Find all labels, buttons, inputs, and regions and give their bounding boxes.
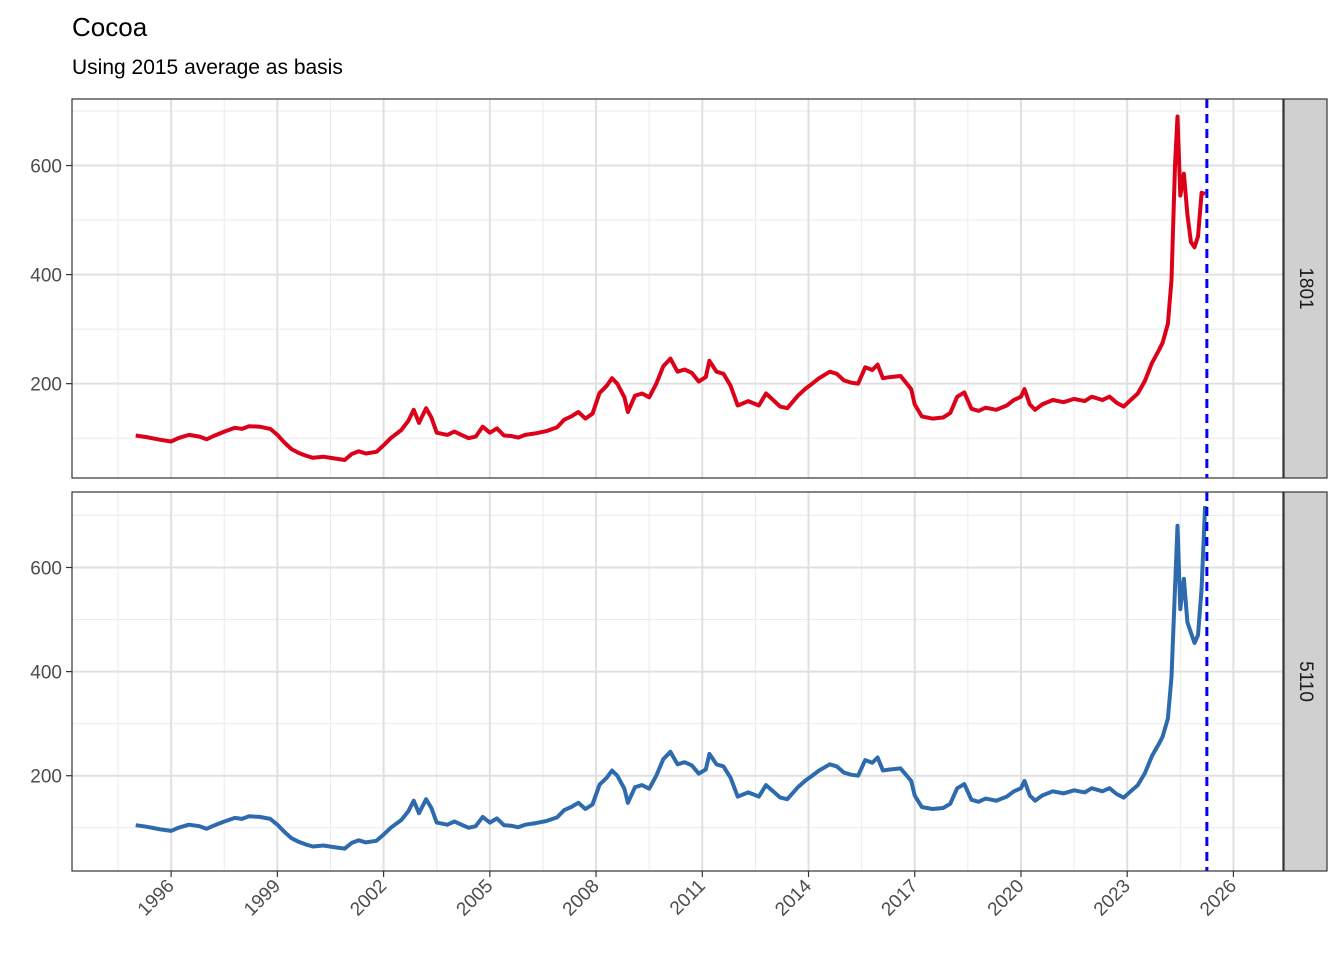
panel-border [71,98,1284,479]
x-tick-label: 2020 [984,876,1029,921]
y-tick-label: 200 [30,375,62,396]
x-axis: 1996 1999 2002 2005 2008 2011 2014 2017 2020 2023… [134,871,1241,920]
chart-title: Cocoa [72,12,148,42]
panel-bottom: 200 400 600 5110 [30,491,1328,872]
x-tick-label: 2005 [453,876,498,921]
panel-background [72,492,1283,871]
facet-strip [1283,491,1328,872]
panel-top: 200 400 600 1801 [30,98,1328,479]
chart-subtitle: Using 2015 average as basis [72,56,343,79]
y-tick-label: 200 [30,767,62,788]
facet-strip-label: 1801 [1295,267,1316,309]
facet-strip [1283,98,1328,479]
x-tick-label: 2002 [346,876,391,921]
panel-border [71,491,1284,872]
x-tick-label: 1996 [134,876,179,921]
x-tick-label: 2017 [878,876,923,921]
facet-strip-label: 5110 [1295,661,1316,702]
series-line-5110 [135,506,1208,851]
x-tick-label: 2014 [771,875,816,920]
x-tick-label: 2026 [1196,876,1241,921]
y-tick-label: 400 [30,266,62,287]
x-tick-label: 2011 [666,876,710,920]
y-tick-label: 400 [30,663,62,684]
series-line-1801 [135,114,1206,462]
x-tick-label: 2008 [559,876,604,921]
panel-background [72,99,1283,478]
y-tick-label: 600 [30,558,62,579]
x-tick-label: 1999 [240,876,285,921]
x-tick-label: 2023 [1090,876,1135,921]
y-tick-label: 600 [30,157,62,178]
